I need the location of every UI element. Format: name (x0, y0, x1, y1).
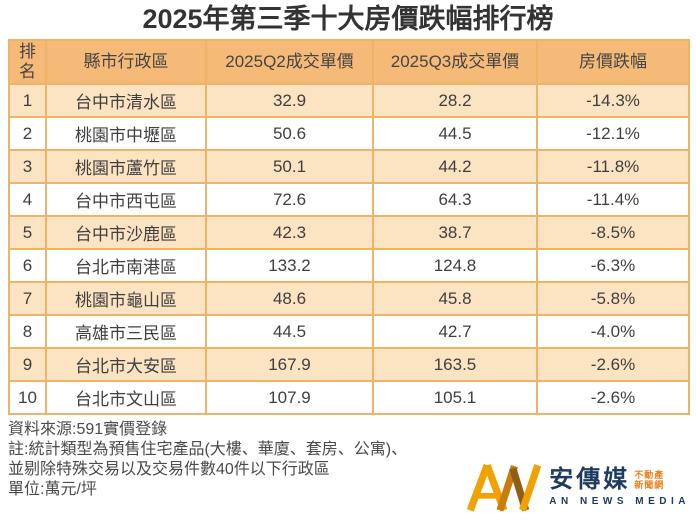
q2-price-cell: 48.6 (205, 281, 374, 316)
table-row: 3 桃園市蘆竹區 50.1 44.2 -11.8% (8, 149, 690, 184)
page-title: 2025年第三季十大房價跌幅排行榜 (142, 4, 554, 34)
column-header-3: 2025Q3成交單價 (372, 39, 538, 85)
rank-cell: 1 (8, 83, 47, 118)
q2-price-cell: 133.2 (205, 248, 374, 283)
table-row: 8 高雄市三民區 44.5 42.7 -4.0% (8, 314, 690, 349)
q3-price-cell: 38.7 (372, 215, 538, 250)
column-header-0: 排名 (8, 39, 47, 85)
logo-tagline-bottom: 新聞網 (634, 480, 665, 490)
q3-price-cell: 45.8 (372, 281, 538, 316)
column-header-4: 房價跌幅 (536, 39, 690, 85)
stat-note-line1: 註:統計類型為預售住宅產品(大樓、華廈、套房、公寓)、 (8, 441, 408, 458)
district-cell: 台中市西屯區 (45, 182, 207, 217)
drop-cell: -6.3% (536, 248, 690, 283)
district-cell: 桃園市龜山區 (45, 281, 207, 316)
logo-subtext: AN NEWS MEDIA (549, 496, 690, 507)
drop-cell: -11.4% (536, 182, 690, 217)
drop-cell: -14.3% (536, 83, 690, 118)
q3-price-cell: 42.7 (372, 314, 538, 349)
q3-price-cell: 44.2 (372, 149, 538, 184)
table-row: 5 台中市沙鹿區 42.3 38.7 -8.5% (8, 215, 690, 250)
an-news-media-logo: 安傳媒 不動產 新聞網 AN NEWS MEDIA (467, 462, 690, 512)
district-cell: 桃園市蘆竹區 (45, 149, 207, 184)
drop-cell: -2.6% (536, 380, 690, 415)
table-row: 10 台北市文山區 107.9 105.1 -2.6% (8, 380, 690, 415)
q2-price-cell: 32.9 (205, 83, 374, 118)
footer-notes: 資料來源:591實價登錄 註:統計類型為預售住宅產品(大樓、華廈、套房、公寓)、… (8, 420, 688, 500)
district-cell: 台北市文山區 (45, 380, 207, 415)
infographic: 2025年第三季十大房價跌幅排行榜 排名 縣市行政區 2025Q2成交單價 2025Q… (8, 4, 690, 500)
district-cell: 台北市大安區 (45, 347, 207, 382)
q2-price-cell: 44.5 (205, 314, 374, 349)
table-header-row: 排名 縣市行政區 2025Q2成交單價 2025Q3成交單價 房價跌幅 (8, 39, 690, 85)
drop-cell: -4.0% (536, 314, 690, 349)
rank-cell: 2 (8, 116, 47, 151)
q3-price-cell: 64.3 (372, 182, 538, 217)
rank-cell: 7 (8, 281, 47, 316)
q3-price-cell: 105.1 (372, 380, 538, 415)
rank-cell: 4 (8, 182, 47, 217)
drop-cell: -8.5% (536, 215, 690, 250)
source-note: 資料來源:591實價登錄 (8, 421, 168, 438)
stat-note-line2: 並剔除特殊交易以及交易件數40件以下行政區 (8, 461, 330, 478)
table-body: 1 台中市清水區 32.9 28.2 -14.3% 2 桃園市中壢區 50.6 44.5 -12.… (8, 83, 690, 415)
table-row: 2 桃園市中壢區 50.6 44.5 -12.1% (8, 116, 690, 151)
drop-cell: -5.8% (536, 281, 690, 316)
table-row: 7 桃園市龜山區 48.6 45.8 -5.8% (8, 281, 690, 316)
unit-note: 單位:萬元/坪 (8, 481, 97, 498)
table-row: 9 台北市大安區 167.9 163.5 -2.6% (8, 347, 690, 382)
q3-price-cell: 124.8 (372, 248, 538, 283)
q2-price-cell: 50.1 (205, 149, 374, 184)
rank-cell: 9 (8, 347, 47, 382)
logo-brand-name: 安傳媒 (549, 466, 631, 493)
rank-cell: 8 (8, 314, 47, 349)
q2-price-cell: 50.6 (205, 116, 374, 151)
q2-price-cell: 72.6 (205, 182, 374, 217)
rank-cell: 6 (8, 248, 47, 283)
table-row: 4 台中市西屯區 72.6 64.3 -11.4% (8, 182, 690, 217)
district-cell: 高雄市三民區 (45, 314, 207, 349)
q2-price-cell: 167.9 (205, 347, 374, 382)
q2-price-cell: 42.3 (205, 215, 374, 250)
rank-cell: 3 (8, 149, 47, 184)
q3-price-cell: 163.5 (372, 347, 538, 382)
table-row: 1 台中市清水區 32.9 28.2 -14.3% (8, 83, 690, 118)
district-cell: 台北市南港區 (45, 248, 207, 283)
q3-price-cell: 28.2 (372, 83, 538, 118)
column-header-1: 縣市行政區 (45, 39, 207, 85)
q2-price-cell: 107.9 (205, 380, 374, 415)
logo-tagline-top: 不動產 (634, 470, 665, 480)
table-row: 6 台北市南港區 133.2 124.8 -6.3% (8, 248, 690, 283)
drop-cell: -12.1% (536, 116, 690, 151)
column-header-2: 2025Q2成交單價 (205, 39, 374, 85)
an-monogram-icon (467, 464, 542, 512)
district-cell: 桃園市中壢區 (45, 116, 207, 151)
drop-cell: -11.8% (536, 149, 690, 184)
district-cell: 台中市沙鹿區 (45, 215, 207, 250)
logo-tagline: 不動產 新聞網 (634, 470, 664, 490)
drop-cell: -2.6% (536, 347, 690, 382)
rank-cell: 10 (8, 380, 47, 415)
district-cell: 台中市清水區 (45, 83, 207, 118)
q3-price-cell: 44.5 (372, 116, 538, 151)
rank-cell: 5 (8, 215, 47, 250)
ranking-table: 排名 縣市行政區 2025Q2成交單價 2025Q3成交單價 房價跌幅 1 台中市清水區 3… (8, 39, 690, 415)
